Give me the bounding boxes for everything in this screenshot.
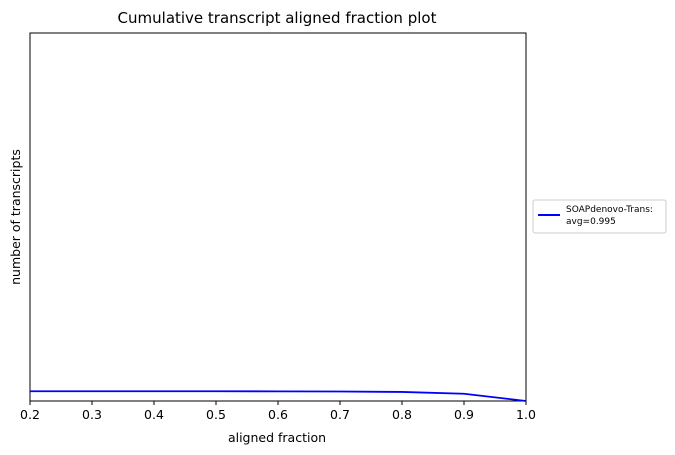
legend-box [532, 199, 667, 234]
legend: SOAPdenovo-Trans: avg=0.995 [532, 199, 667, 234]
x-axis-label: aligned fraction [228, 430, 326, 445]
series-line-soapdenovo [30, 390, 527, 402]
x-tick-label: 0.5 [206, 407, 226, 422]
x-tick-label: 0.9 [454, 407, 474, 422]
x-tick-label: 0.7 [330, 407, 350, 422]
x-tick-label: 0.2 [20, 407, 40, 422]
legend-label-soapdenovo: SOAPdenovo-Trans: [566, 205, 653, 215]
x-tick-label: 0.3 [82, 407, 102, 422]
chart-title: Cumulative transcript aligned fraction p… [118, 9, 437, 27]
x-tick-label: 0.4 [144, 407, 164, 422]
plot-area [29, 32, 527, 402]
series-layer [30, 390, 527, 402]
legend-label-avg: avg=0.995 [566, 217, 616, 227]
y-axis-label: number of transcripts [8, 149, 23, 285]
x-axis: 0.2 0.3 0.4 0.5 0.6 0.7 0.8 0.9 1.0 [20, 401, 536, 422]
x-tick-label: 0.8 [392, 407, 412, 422]
x-tick-label: 1.0 [516, 407, 536, 422]
x-tick-label: 0.6 [268, 407, 288, 422]
